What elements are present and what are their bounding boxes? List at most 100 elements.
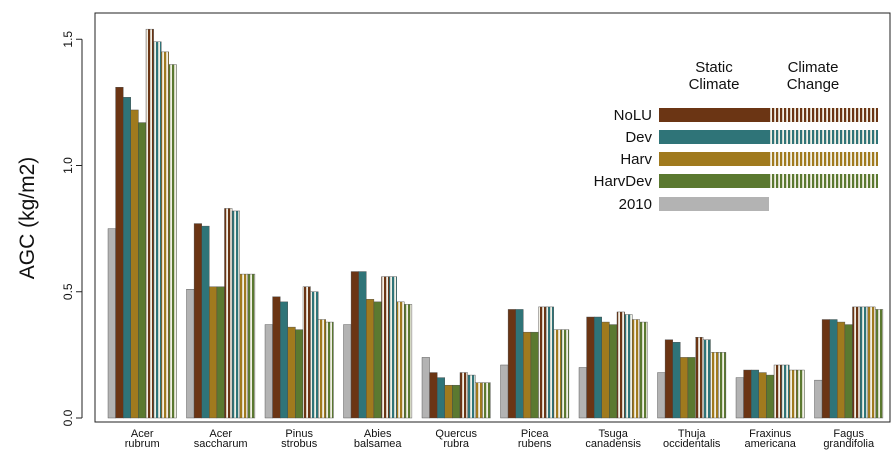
legend-swatch-dev-climate-change — [769, 130, 878, 144]
bar-nolu-climate-change — [695, 337, 704, 419]
bar-harvdev-climate-change — [875, 309, 884, 419]
legend-column-header: Change — [787, 76, 840, 93]
category-label: Abies — [364, 428, 392, 440]
y-tick-label: 0.5 — [61, 283, 75, 300]
legend-label-nolu: NoLU — [614, 107, 652, 124]
bar-nolu-climate-change — [145, 28, 154, 419]
bar-harv-climate-change — [789, 369, 798, 419]
bar-dev-static — [594, 316, 603, 419]
y-tick-label: 1.5 — [61, 31, 75, 48]
bar-harv-climate-change — [475, 382, 484, 419]
bar-harv-static — [444, 384, 453, 419]
y-tick-label: 1.0 — [61, 157, 75, 174]
bar-harv-static — [680, 357, 689, 419]
legend-label-harvdev: HarvDev — [594, 173, 653, 190]
category-label: rubrum — [125, 438, 160, 450]
y-tick-label: 0.0 — [61, 409, 75, 426]
bar-harvdev-climate-change — [561, 329, 570, 419]
legend-swatch-nolu-climate-change — [769, 108, 878, 122]
bar-nolu-static — [429, 372, 438, 419]
bar-dev-climate-change — [859, 306, 868, 419]
bar-dev-climate-change — [624, 314, 633, 419]
bar-harvdev-climate-change — [404, 304, 413, 419]
category-label: Fraxinus — [749, 428, 792, 440]
bar-2010 — [107, 228, 116, 419]
bar-dev-static — [515, 309, 524, 419]
bar-2010 — [814, 379, 823, 419]
category-label: strobus — [281, 438, 318, 450]
y-axis-label: AGC (kg/m2) — [16, 157, 39, 280]
bar-harvdev-static — [295, 329, 304, 419]
bar-harvdev-climate-change — [168, 64, 177, 419]
legend-column-header: Static — [695, 59, 733, 76]
bar-nolu-static — [115, 87, 124, 419]
y-axis: 0.0 0.5 1.0 1.5 — [61, 31, 83, 426]
bar-harv-climate-change — [396, 301, 405, 419]
bar-harvdev-static — [138, 122, 147, 419]
bar-dev-climate-change — [545, 306, 554, 419]
category-label: occidentalis — [663, 438, 721, 450]
bar-group-quercus-rubra — [421, 357, 491, 419]
category-label: Tsuga — [599, 428, 629, 440]
bar-dev-climate-change — [231, 210, 240, 419]
legend-swatch-dev-static — [659, 130, 769, 144]
bar-dev-static — [358, 271, 367, 419]
bar-nolu-climate-change — [538, 306, 547, 419]
bar-harv-static — [601, 321, 610, 419]
bar-harv-climate-change — [632, 319, 641, 419]
bar-dev-static — [201, 225, 210, 419]
bar-group-picea-rubens — [500, 306, 570, 419]
bar-harvdev-static — [452, 384, 461, 419]
bar-group-pinus-strobus — [264, 286, 334, 419]
bar-dev-climate-change — [388, 276, 397, 419]
bar-dev-climate-change — [781, 364, 790, 419]
bar-nolu-climate-change — [459, 372, 468, 419]
category-label: Picea — [521, 428, 549, 440]
bar-harvdev-static — [687, 357, 696, 419]
legend-swatch-harvdev-climate-change — [769, 174, 878, 188]
bar-dev-climate-change — [310, 291, 319, 419]
legend-label-harv: Harv — [620, 151, 652, 168]
category-label: Thuja — [678, 428, 706, 440]
bars — [107, 28, 884, 419]
bar-group-fraxinus-americana — [735, 364, 805, 419]
bar-nolu-climate-change — [302, 286, 311, 419]
bar-harv-climate-change — [160, 51, 169, 419]
category-label: Acer — [209, 428, 232, 440]
legend-swatch-nolu-static — [659, 108, 769, 122]
bar-harvdev-climate-change — [482, 382, 491, 419]
bar-harvdev-climate-change — [325, 321, 334, 419]
bar-harv-climate-change — [318, 319, 327, 419]
bar-2010 — [421, 357, 430, 419]
category-label: Acer — [131, 428, 154, 440]
bar-harv-static — [366, 299, 375, 419]
bar-2010 — [500, 364, 509, 419]
legend-column-header: Climate — [788, 59, 839, 76]
bar-group-tsuga-canadensis — [578, 311, 648, 419]
category-label: balsamea — [354, 438, 403, 450]
bar-group-abies-balsamea — [343, 271, 413, 419]
bar-nolu-climate-change — [616, 311, 625, 419]
legend-label-2010: 2010 — [619, 196, 652, 213]
bar-2010 — [343, 324, 352, 419]
bar-nolu-static — [193, 223, 202, 419]
bar-nolu-static — [664, 339, 673, 419]
legend: StaticClimateClimateChangeNoLUDevHarvHar… — [594, 59, 878, 213]
bar-nolu-static — [507, 309, 516, 419]
bar-harvdev-static — [844, 324, 853, 419]
legend-swatch-2010 — [659, 197, 769, 211]
bar-nolu-climate-change — [852, 306, 861, 419]
bar-harv-static — [758, 372, 767, 419]
bar-dev-static — [437, 377, 446, 419]
legend-swatch-harvdev-static — [659, 174, 769, 188]
category-labels: AcerrubrumAcersaccharumPinusstrobusAbies… — [125, 428, 875, 450]
bar-harvdev-climate-change — [639, 321, 648, 419]
category-label: saccharum — [194, 438, 248, 450]
bar-harvdev-climate-change — [718, 352, 727, 419]
plot-frame — [94, 12, 891, 423]
bar-harv-static — [130, 109, 139, 419]
category-label: Quercus — [435, 428, 477, 440]
bar-harv-climate-change — [553, 329, 562, 419]
